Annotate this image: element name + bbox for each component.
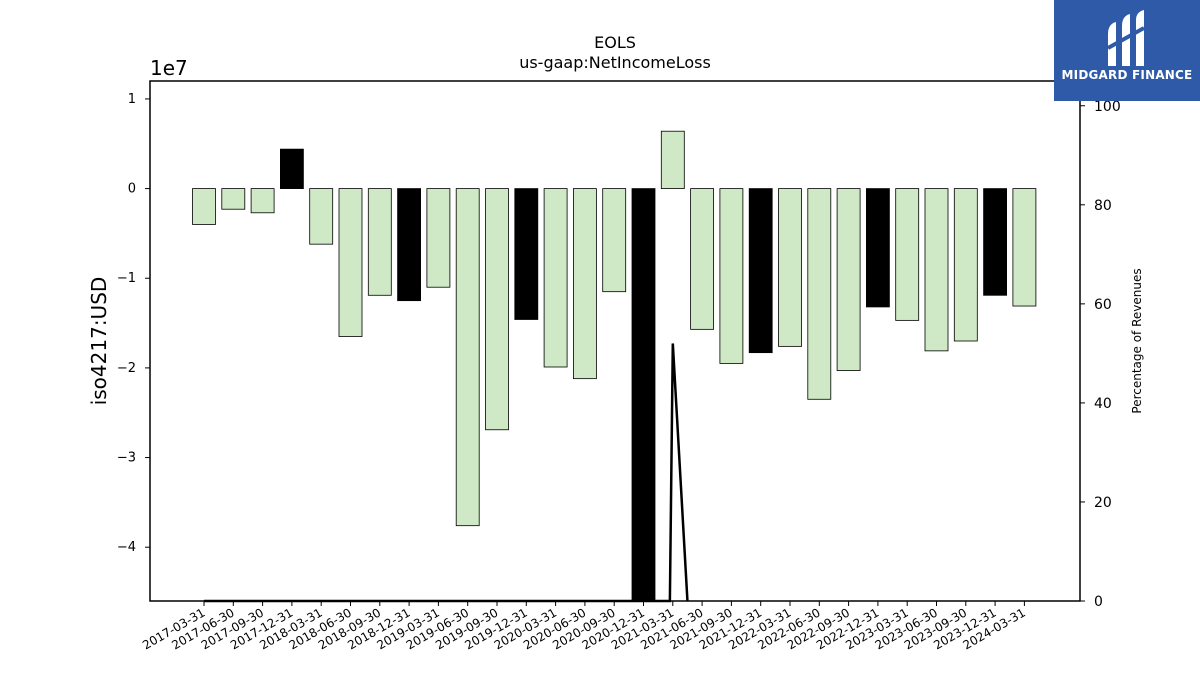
bar-2023-09-30	[953, 188, 978, 342]
bar-2023-06-30	[924, 188, 949, 352]
y2-tick-label: 100	[1094, 99, 1121, 115]
bar-2017-03-31	[192, 188, 216, 225]
bar-2022-09-30	[836, 188, 861, 371]
y-tick-label: 1	[128, 92, 136, 107]
bar-2023-12-31	[983, 188, 1007, 296]
y2-tick-label: 60	[1094, 297, 1112, 313]
brand-logo: MIDGARD FINANCE	[1054, 0, 1200, 101]
bar-2019-06-30	[455, 188, 480, 527]
bar-2018-03-31	[309, 188, 334, 245]
bar-2017-12-31	[279, 148, 304, 189]
bar-2021-03-31	[660, 130, 685, 189]
bar-2021-06-30	[690, 188, 714, 330]
y-tick-label: −3	[117, 451, 136, 466]
percentage-line	[204, 343, 689, 603]
bar-2017-09-30	[250, 188, 275, 214]
bar-2019-12-31	[514, 188, 539, 320]
logo-mark-icon	[1107, 10, 1145, 66]
y-axis-offset-label: 1e7	[150, 56, 188, 80]
bar-2020-09-30	[602, 188, 627, 293]
y2-tick-label: 80	[1094, 198, 1112, 214]
logo-text: MIDGARD FINANCE	[1061, 68, 1193, 82]
bar-2018-06-30	[338, 188, 363, 337]
y-ticks: 1 0 −1 −2 −3 −4	[117, 92, 150, 555]
y-axis-label: iso4217:USD	[87, 277, 111, 406]
bar-2022-06-30	[807, 188, 832, 400]
bar-2019-03-31	[426, 188, 451, 288]
y2-axis-label: Percentage of Revenues	[1130, 268, 1144, 413]
y2-ticks: 0 20 40 60 80 100	[1080, 99, 1121, 610]
x-ticks: 2017-03-312017-06-302017-09-302017-12-31…	[140, 601, 1028, 652]
y2-tick-label: 20	[1094, 495, 1112, 511]
bar-2023-03-31	[895, 188, 920, 321]
bar-2018-12-31	[397, 188, 422, 302]
bar-2020-12-31	[631, 188, 656, 602]
bar-2024-03-31	[1012, 188, 1037, 307]
y-tick-label: −4	[117, 540, 136, 555]
bar-2018-09-30	[367, 188, 392, 296]
bar-2020-03-31	[543, 188, 568, 368]
y2-tick-label: 40	[1094, 396, 1112, 412]
line-layer	[204, 343, 689, 603]
plot-frame	[149, 80, 1081, 602]
y-tick-label: −2	[117, 361, 136, 376]
y-tick-label: −1	[117, 271, 136, 286]
y-tick-label: 0	[128, 182, 136, 197]
bar-2022-03-31	[778, 188, 802, 347]
bar-2017-06-30	[221, 188, 246, 210]
bar-2021-09-30	[719, 188, 744, 364]
bar-2019-09-30	[485, 188, 509, 431]
bar-2022-12-31	[866, 188, 890, 308]
chart-subtitle: us-gaap:NetIncomeLoss	[519, 53, 711, 72]
bar-2021-12-31	[748, 188, 773, 354]
chart-title: EOLS	[594, 33, 636, 52]
bar-2020-06-30	[573, 188, 597, 380]
y2-tick-label: 0	[1094, 594, 1103, 610]
bar-group	[192, 130, 1037, 602]
